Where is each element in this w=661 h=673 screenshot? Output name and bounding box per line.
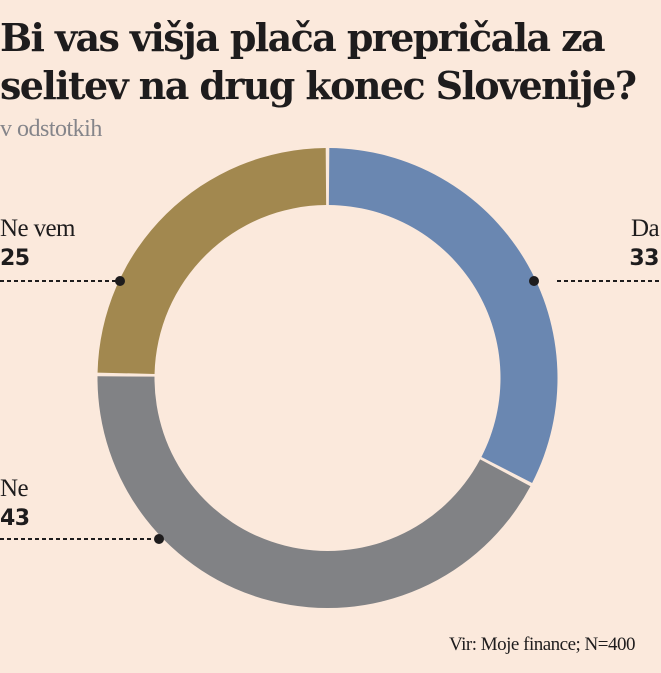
label-ne-vem-value: 25	[0, 246, 30, 271]
donut-segments	[97, 148, 558, 608]
marker-ne-vem	[115, 276, 125, 286]
chart-title-line2: selitev na drug konec Slovenije?	[0, 63, 637, 108]
label-ne-vem: Ne vem 25	[0, 214, 75, 274]
marker-ne	[154, 534, 164, 544]
donut-segment-ne	[97, 376, 531, 608]
label-ne: Ne 43	[0, 474, 30, 534]
donut-segment-da	[328, 148, 558, 484]
label-da-value: 33	[629, 246, 659, 271]
label-da: Da 33	[629, 214, 659, 274]
label-da-name: Da	[631, 215, 660, 242]
label-ne-name: Ne	[0, 475, 29, 502]
chart-subtitle: v odstotkih	[0, 116, 102, 142]
chart-title: Bi vas višja plača prepričala za selitev…	[0, 14, 637, 110]
marker-da	[529, 276, 539, 286]
donut-segment-ne-vem	[97, 148, 327, 374]
leader-lines	[0, 276, 661, 544]
chart-title-line1: Bi vas višja plača prepričala za	[0, 15, 606, 60]
label-ne-value: 43	[0, 506, 30, 531]
label-ne-vem-name: Ne vem	[0, 215, 75, 242]
source-note: Vir: Moje finance; N=400	[449, 634, 635, 655]
